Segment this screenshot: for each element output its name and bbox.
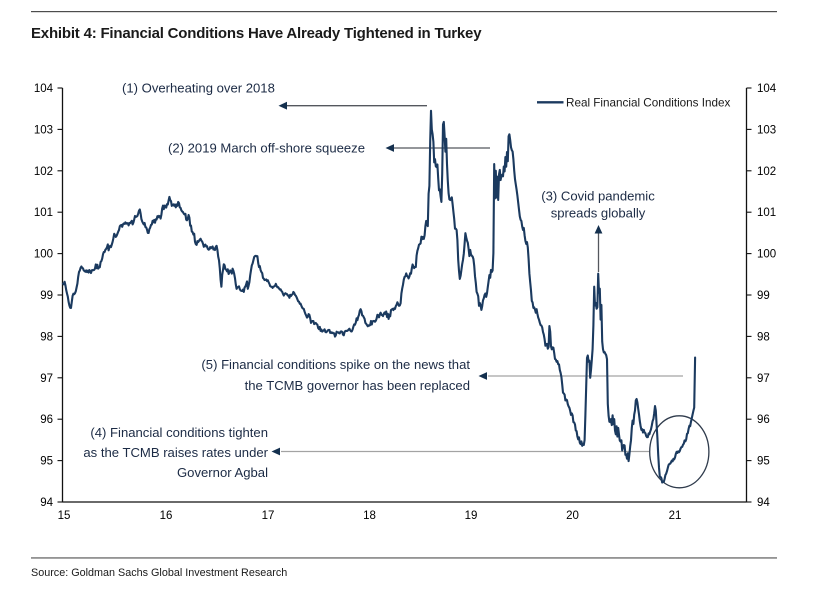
svg-text:Governor Agbal: Governor Agbal: [177, 465, 268, 480]
svg-text:(2) 2019 March off-shore squee: (2) 2019 March off-shore squeeze: [168, 141, 365, 156]
svg-text:(3) Covid pandemic: (3) Covid pandemic: [541, 189, 655, 204]
svg-text:Real Financial Conditions Inde: Real Financial Conditions Index: [566, 97, 731, 110]
svg-text:102: 102: [34, 166, 53, 178]
svg-text:spreads globally: spreads globally: [551, 206, 646, 221]
svg-text:16: 16: [160, 510, 173, 522]
svg-text:95: 95: [757, 456, 770, 468]
svg-text:102: 102: [757, 166, 776, 178]
svg-text:100: 100: [34, 249, 53, 261]
svg-text:(5) Financial conditions spike: (5) Financial conditions spike on the ne…: [201, 357, 470, 372]
svg-text:97: 97: [40, 373, 53, 385]
svg-text:104: 104: [34, 83, 54, 95]
svg-text:as the TCMB raises rates under: as the TCMB raises rates under: [83, 445, 268, 460]
svg-text:17: 17: [262, 510, 275, 522]
svg-text:20: 20: [566, 510, 579, 522]
svg-text:104: 104: [757, 83, 777, 95]
svg-text:103: 103: [757, 124, 776, 136]
svg-text:98: 98: [757, 331, 770, 343]
svg-text:98: 98: [40, 331, 53, 343]
svg-text:95: 95: [40, 456, 53, 468]
svg-text:99: 99: [40, 290, 53, 302]
svg-text:21: 21: [669, 510, 682, 522]
svg-text:101: 101: [34, 207, 53, 219]
svg-text:15: 15: [58, 510, 71, 522]
svg-text:96: 96: [757, 414, 770, 426]
svg-text:19: 19: [465, 510, 478, 522]
svg-text:(4) Financial conditions tight: (4) Financial conditions tighten: [90, 425, 268, 440]
svg-text:Source: Goldman Sachs Global I: Source: Goldman Sachs Global Investment …: [31, 567, 287, 579]
svg-text:94: 94: [757, 497, 770, 509]
svg-text:99: 99: [757, 290, 770, 302]
svg-text:103: 103: [34, 124, 53, 136]
svg-text:100: 100: [757, 249, 776, 261]
svg-text:(1) Overheating over 2018: (1) Overheating over 2018: [122, 81, 275, 96]
svg-text:101: 101: [757, 207, 776, 219]
svg-text:97: 97: [757, 373, 770, 385]
svg-text:94: 94: [40, 497, 53, 509]
svg-text:the TCMB governor has been rep: the TCMB governor has been replaced: [245, 378, 470, 393]
svg-text:18: 18: [363, 510, 376, 522]
svg-text:96: 96: [40, 414, 53, 426]
svg-text:Exhibit 4: Financial Condition: Exhibit 4: Financial Conditions Have Alr…: [31, 25, 482, 42]
